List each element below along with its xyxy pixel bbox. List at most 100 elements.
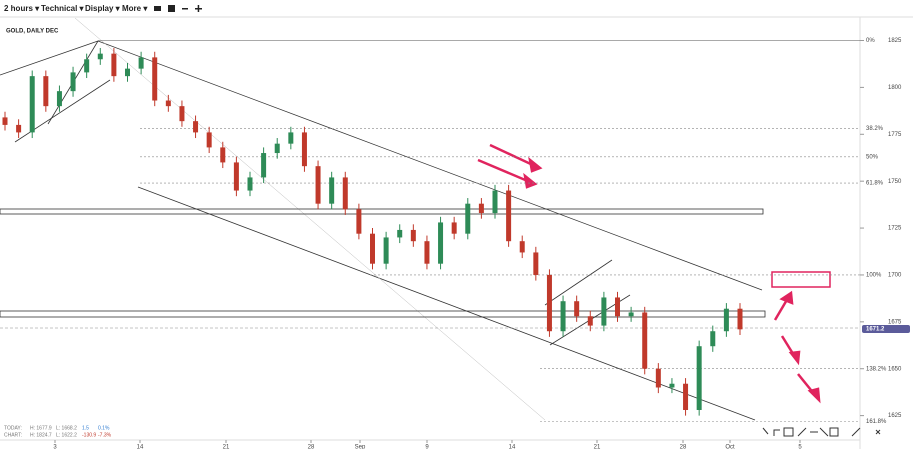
- x-tick-label: 9: [425, 445, 429, 449]
- x-tick-label: 14: [509, 445, 516, 449]
- candle-body: [560, 301, 566, 332]
- candle-body: [138, 57, 144, 69]
- candle-body: [710, 331, 716, 347]
- candle-body: [628, 312, 634, 317]
- candle-body: [574, 301, 580, 317]
- y-tick-label: 1775: [888, 132, 902, 138]
- candle-body: [274, 143, 280, 154]
- candle-body: [152, 57, 158, 101]
- candle-body: [642, 312, 648, 369]
- candle-body: [16, 124, 22, 133]
- toolbar-icons[interactable]: [154, 5, 202, 12]
- y-tick-label: 1725: [888, 226, 902, 232]
- candle-body: [370, 233, 375, 264]
- candle-body: [655, 368, 661, 388]
- candle-body: [723, 308, 729, 332]
- stat: -130.9: [82, 432, 96, 438]
- arrows: [477, 143, 821, 404]
- x-tick-label: 21: [594, 445, 601, 449]
- candle-body: [2, 117, 8, 125]
- candle-body: [615, 297, 620, 317]
- candle-body: [465, 203, 471, 234]
- candle-body: [56, 91, 62, 107]
- candle-body: [301, 132, 307, 167]
- candle-body: [97, 53, 103, 60]
- candle-body: [546, 274, 552, 332]
- candle-body: [492, 190, 498, 214]
- fib-label: 138.2%: [866, 366, 887, 372]
- y-tick-label: 1625: [888, 413, 902, 419]
- fib-label: 38.2%: [866, 126, 884, 132]
- candle-body: [519, 241, 525, 253]
- fib-label: 161.8%: [866, 419, 887, 425]
- candle-body: [410, 229, 416, 242]
- candle-body: [683, 383, 689, 410]
- x-tick-label: 5: [798, 445, 802, 449]
- candle-body: [329, 177, 335, 204]
- stat: -7.3%: [98, 432, 112, 438]
- candle-body: [737, 308, 743, 330]
- fib-label: 0%: [866, 38, 875, 44]
- candle-body: [315, 166, 321, 204]
- candle-body: [356, 209, 362, 234]
- y-tick-label: 1825: [888, 38, 902, 44]
- stat: H: 1677.9: [30, 425, 52, 431]
- candle-body: [587, 316, 593, 326]
- chart-title: GOLD, DAILY DEC: [6, 29, 59, 35]
- candle-body: [288, 132, 294, 144]
- toolbar-menu[interactable]: 2 hours ▾: [4, 4, 40, 13]
- stat: L: 1668.2: [56, 425, 77, 431]
- y-tick-label: 1700: [888, 273, 902, 279]
- candle-body: [111, 53, 117, 77]
- x-tick-label: Sep: [355, 445, 366, 449]
- candle-body: [247, 177, 253, 191]
- candle-body: [29, 76, 35, 133]
- candle-body: [342, 177, 348, 210]
- candle-body: [533, 252, 539, 275]
- candle-body: [261, 153, 267, 178]
- toolbar-menu[interactable]: More ▾: [122, 4, 148, 13]
- x-tick-label: 3: [53, 445, 57, 449]
- fib-label: 61.8%: [866, 181, 884, 187]
- candle-body: [220, 147, 226, 163]
- candle-body: [669, 383, 675, 388]
- last-price-label: 1671.2: [866, 327, 885, 333]
- stat: 0.1%: [98, 425, 110, 431]
- candle-body: [179, 106, 185, 122]
- drawings: [0, 17, 860, 421]
- candle-body: [424, 241, 430, 264]
- stat: 1.5: [82, 425, 89, 431]
- candle-body: [206, 132, 212, 148]
- y-tick-label: 1750: [888, 179, 902, 185]
- candle-body: [438, 222, 444, 264]
- toolbar-menu[interactable]: Technical ▾: [41, 4, 85, 13]
- x-tick-label: 28: [680, 445, 687, 449]
- y-tick-label: 1675: [888, 319, 902, 325]
- candle-body: [451, 222, 457, 234]
- candle-body: [478, 203, 484, 214]
- y-tick-label: 1650: [888, 366, 902, 372]
- stat: H: 1824.7: [30, 432, 52, 438]
- stat: CHART:: [4, 432, 22, 438]
- candle-body: [43, 76, 49, 107]
- stat: TODAY:: [4, 425, 22, 431]
- x-tick-label: 28: [308, 445, 315, 449]
- x-tick-label: 14: [137, 445, 144, 449]
- x-tick-label: 21: [223, 445, 230, 449]
- candle-body: [70, 72, 76, 92]
- candle-body: [125, 68, 130, 77]
- toolbar-menu[interactable]: Display ▾: [85, 4, 121, 13]
- candle-body: [397, 229, 403, 238]
- candle-body: [383, 237, 389, 264]
- candle-body: [193, 121, 199, 133]
- drawing-tools[interactable]: [762, 427, 881, 437]
- candle-body: [84, 59, 90, 73]
- stat: L: 1622.2: [56, 432, 77, 438]
- candle-body: [601, 297, 607, 326]
- x-tick-label: Oct: [725, 445, 735, 449]
- candle-body: [696, 346, 702, 410]
- last-price-tag: [862, 324, 910, 333]
- y-tick-label: 1800: [888, 85, 902, 91]
